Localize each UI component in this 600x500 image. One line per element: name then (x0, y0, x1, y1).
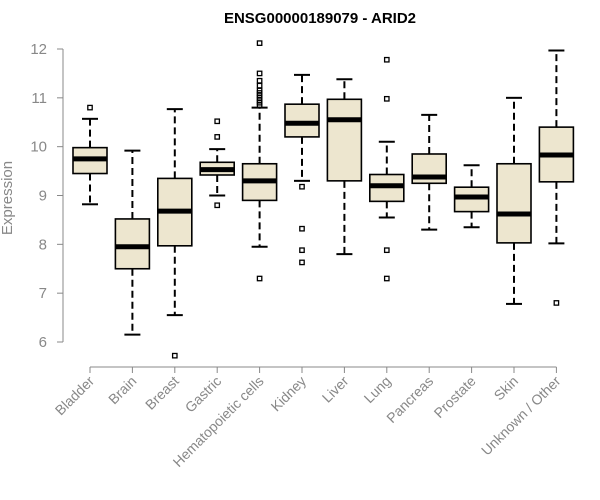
outlier-point (256, 70, 263, 77)
iqr-box (114, 218, 151, 270)
y-axis-label: Expression (0, 161, 16, 235)
outlier-point (214, 202, 221, 209)
outlier-point (299, 225, 305, 232)
chart-title: ENSG00000189079 - ARID2 (224, 10, 416, 27)
x-tick-label: Bladder (52, 373, 98, 419)
outlier-point (214, 118, 221, 125)
x-tick-label: Skin (491, 373, 522, 404)
x-tick-label: Kidney (268, 373, 310, 415)
x-tick-label: Liver (319, 373, 352, 406)
x-tick-label: Prostate (431, 373, 479, 421)
y-tick-label: 11 (31, 90, 47, 107)
y-tick-label: 6 (39, 334, 47, 351)
box-lung (368, 56, 405, 282)
iqr-box (326, 98, 363, 182)
outlier-point (299, 183, 305, 190)
outlier-point (256, 275, 263, 282)
box-breast (157, 108, 193, 359)
y-axis: 6 7 8 9 10 11 12 (30, 41, 64, 351)
x-tick-label: Unknown / Other (478, 373, 564, 459)
box-kidney (284, 73, 320, 266)
outlier-point (214, 134, 221, 140)
y-tick-label: 10 (30, 139, 47, 156)
x-tick-label: Breast (142, 373, 182, 413)
y-tick-label: 7 (39, 285, 47, 302)
y-tick-label: 12 (30, 41, 47, 58)
box-unknown-other (538, 49, 575, 306)
outlier-point (383, 56, 390, 63)
box-hematopoietic-cells (241, 40, 278, 282)
outlier-point (383, 95, 390, 102)
box-liver (326, 78, 363, 256)
box-bladder (72, 104, 108, 206)
plot-area (72, 40, 575, 359)
x-tick-label: Pancreas (383, 373, 436, 426)
box-skin (496, 96, 532, 305)
y-tick-label: 8 (39, 236, 47, 253)
x-tick-label: Lung (361, 373, 394, 406)
x-tick-label: Brain (105, 373, 139, 407)
iqr-box (496, 162, 532, 244)
outlier-point (256, 82, 263, 89)
outlier-point (299, 247, 305, 254)
outlier-point (383, 247, 390, 254)
box-prostate (453, 164, 490, 229)
y-tick-label: 9 (39, 188, 47, 205)
box-gastric (199, 118, 235, 209)
box-pancreas (411, 113, 448, 231)
outlier-point (87, 104, 93, 111)
outlier-point (553, 300, 560, 306)
outlier-point (256, 77, 263, 84)
outlier-point (256, 40, 263, 46)
box-brain (114, 149, 151, 336)
iqr-box (284, 103, 320, 138)
outlier-point (299, 259, 305, 266)
outlier-point (171, 352, 178, 359)
outlier-point (383, 275, 390, 282)
